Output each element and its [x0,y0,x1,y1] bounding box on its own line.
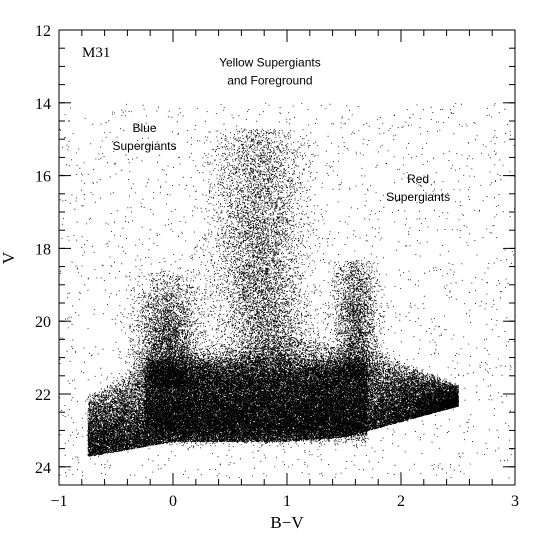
scatter-points [59,102,516,479]
panel-label-m31: M31 [82,45,110,61]
x-axis-title: B−V [270,513,304,532]
y-tick-label: 18 [35,241,51,258]
x-tick-label: −1 [50,493,67,510]
y-tick-label: 14 [35,96,51,113]
region-annotation: Yellow Supergiants and Foreground [219,55,321,87]
annotations: Blue Supergiants Yellow Supergiants and For… [112,55,450,203]
x-tick-label: 1 [283,493,291,510]
y-tick-label: 16 [35,169,51,186]
x-tick-label: 0 [169,493,177,510]
y-tick-label: 24 [35,460,51,477]
x-tick-label: 2 [397,493,405,510]
y-tick-label: 20 [35,314,51,331]
y-tick-label: 12 [35,23,51,40]
axis-ticks [58,29,516,486]
star-points [59,102,516,479]
y-axis-title: V [0,251,18,264]
region-annotation: Red Supergiants [386,172,450,204]
y-tick-label: 22 [35,387,51,404]
region-annotation: Blue Supergiants [112,121,176,153]
x-tick-label: 3 [511,493,519,510]
